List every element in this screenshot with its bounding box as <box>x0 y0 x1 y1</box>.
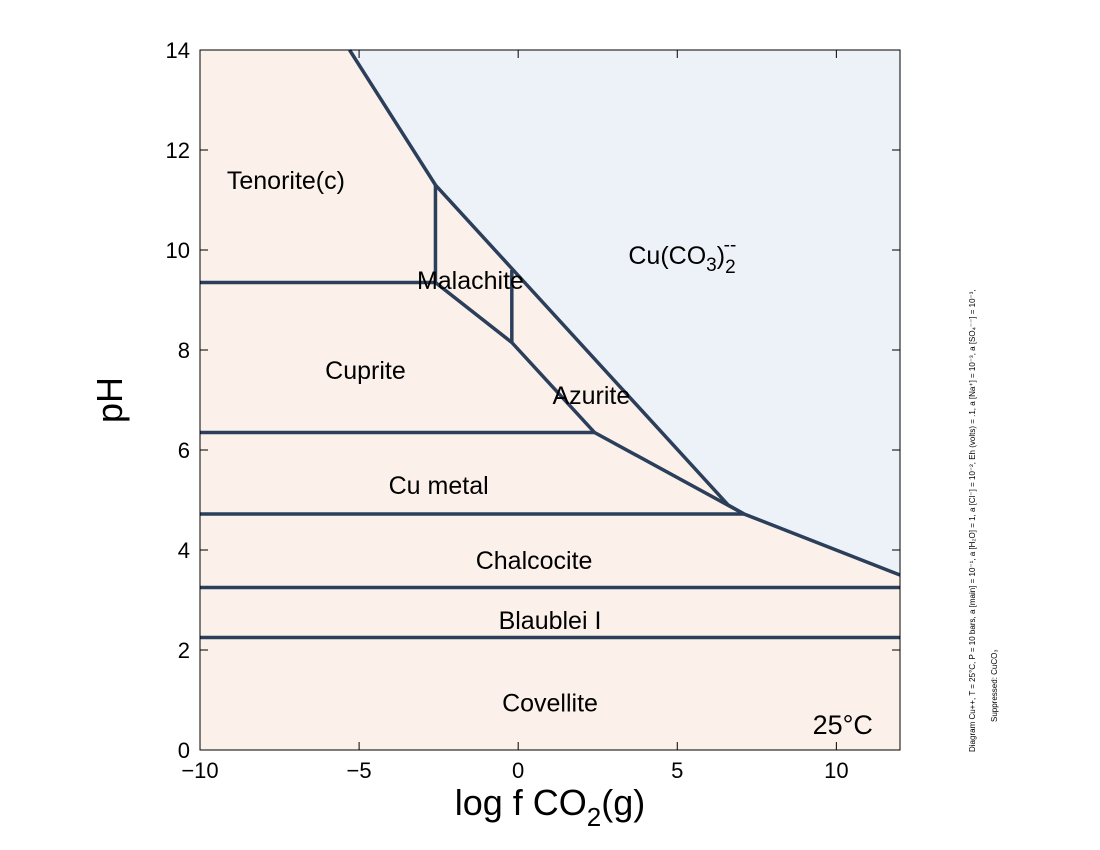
aqueous-label-base: Cu(CO <box>628 242 706 270</box>
region-label: Azurite <box>552 382 630 410</box>
region-label: Cu metal <box>389 472 489 500</box>
x-tick-label: −5 <box>347 758 372 783</box>
region-label: Blaublei I <box>499 607 602 635</box>
x-axis-label-tail: (g) <box>601 782 645 823</box>
x-axis-label-sub: 2 <box>587 802 601 832</box>
side-note-line-1: Diagram Cu++, T = 25°C, P = 10 bars, a [… <box>968 289 977 752</box>
y-axis-label: pH <box>89 377 130 423</box>
aqueous-region <box>349 50 901 575</box>
aqueous-label-sub2: 2 <box>725 257 736 278</box>
y-tick-label: 4 <box>178 538 190 563</box>
boundary-lines <box>200 49 901 640</box>
y-tick-label: 8 <box>178 338 190 363</box>
x-axis-label: log f CO2(g) <box>455 782 646 832</box>
tick-labels: −10 −5 0 5 10 0 2 4 6 8 10 12 14 <box>166 38 849 783</box>
temperature-label: 25°C <box>813 710 873 740</box>
region-label: Chalcocite <box>476 547 593 575</box>
x-tick-label: 0 <box>512 758 524 783</box>
x-tick-label: 5 <box>671 758 683 783</box>
y-tick-label: 10 <box>166 238 190 263</box>
region-label: Malachite <box>417 267 524 295</box>
plot-frame <box>199 49 901 751</box>
region-labels: Tenorite(c) Malachite Cuprite Azurite Cu met… <box>227 167 630 718</box>
aqueous-label-close: ) <box>717 242 725 270</box>
y-tick-label: 14 <box>166 38 190 63</box>
y-tick-label: 2 <box>178 638 190 663</box>
region-label: Cuprite <box>325 357 406 385</box>
aqueous-label-sub: 3 <box>706 255 717 276</box>
region-label: Tenorite(c) <box>227 167 345 195</box>
x-tick-label: −10 <box>181 758 218 783</box>
x-tick-label: 10 <box>824 758 848 783</box>
y-tick-label: 0 <box>178 738 190 763</box>
y-tick-label: 12 <box>166 138 190 163</box>
aqueous-species-label: Cu(CO3)2-- <box>628 235 736 278</box>
x-axis-label-main: log f CO <box>455 782 587 823</box>
side-note-line-2: Suppressed: CuCO₃ <box>990 649 999 722</box>
region-label: Covellite <box>502 690 598 718</box>
axis-ticks <box>199 49 900 751</box>
y-tick-label: 6 <box>178 438 190 463</box>
aqueous-label-sup: -- <box>724 235 737 256</box>
